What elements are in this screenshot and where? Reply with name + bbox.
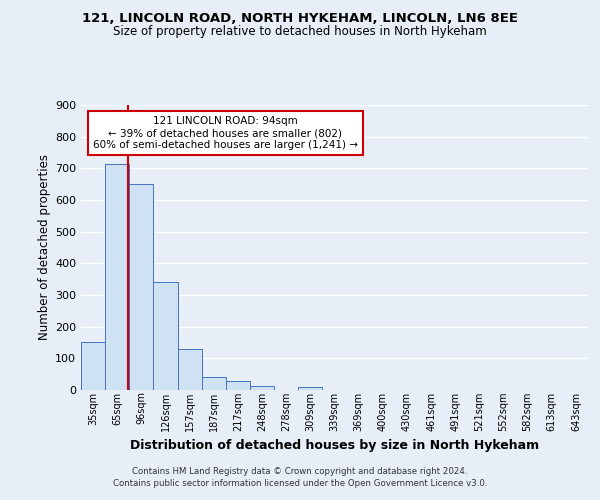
Text: 121 LINCOLN ROAD: 94sqm
← 39% of detached houses are smaller (802)
60% of semi-d: 121 LINCOLN ROAD: 94sqm ← 39% of detache…	[93, 116, 358, 150]
Bar	[105, 164, 129, 390]
Bar	[81, 342, 105, 390]
Text: Size of property relative to detached houses in North Hykeham: Size of property relative to detached ho…	[113, 25, 487, 38]
Text: 121, LINCOLN ROAD, NORTH HYKEHAM, LINCOLN, LN6 8EE: 121, LINCOLN ROAD, NORTH HYKEHAM, LINCOL…	[82, 12, 518, 26]
Bar	[250, 386, 274, 390]
Bar	[298, 388, 322, 390]
Bar	[154, 282, 178, 390]
Y-axis label: Number of detached properties: Number of detached properties	[38, 154, 51, 340]
Bar	[202, 376, 226, 390]
Bar	[226, 380, 250, 390]
Bar	[178, 349, 202, 390]
X-axis label: Distribution of detached houses by size in North Hykeham: Distribution of detached houses by size …	[130, 439, 539, 452]
Text: Contains public sector information licensed under the Open Government Licence v3: Contains public sector information licen…	[113, 478, 487, 488]
Text: Contains HM Land Registry data © Crown copyright and database right 2024.: Contains HM Land Registry data © Crown c…	[132, 467, 468, 476]
Bar	[129, 184, 154, 390]
